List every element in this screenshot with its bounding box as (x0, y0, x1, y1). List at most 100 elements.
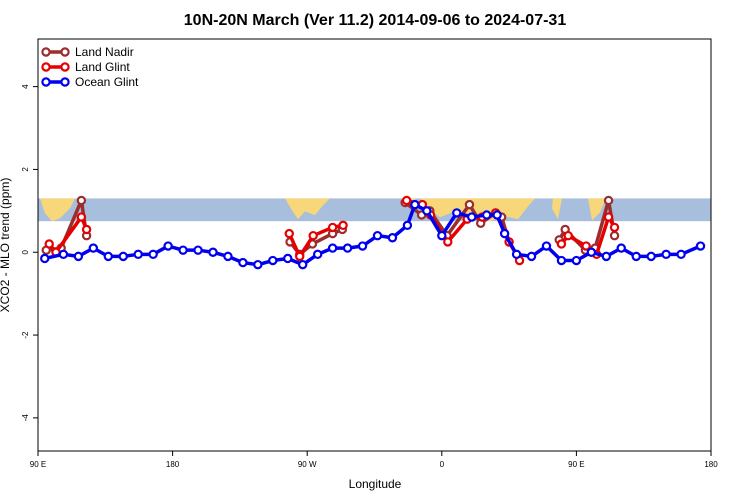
data-point (163, 241, 173, 251)
data-point (402, 220, 413, 231)
data-point (616, 243, 626, 253)
data-point (481, 210, 492, 220)
data-point (443, 237, 453, 247)
data-point (601, 251, 612, 262)
x-tick-label: 90 E (30, 460, 46, 469)
data-point (571, 255, 582, 266)
x-tick-label: 0 (440, 460, 445, 469)
data-point (452, 208, 462, 218)
x-axis: 90 E 180 90 W 0 90 E 180 (30, 451, 718, 469)
data-point (283, 253, 293, 264)
x-tick-label: 180 (704, 460, 718, 469)
y-tick-label: -2 (21, 331, 30, 339)
data-point (695, 241, 706, 251)
land-mass-5 (552, 198, 562, 220)
data-point (76, 195, 87, 206)
data-point (387, 233, 398, 243)
data-point (148, 249, 158, 260)
y-tick-label: -4 (21, 414, 30, 422)
y-tick-label: 2 (21, 167, 30, 172)
x-tick-label: 180 (166, 460, 180, 469)
land-mass-6 (588, 198, 606, 221)
series-ocean-glint (40, 199, 706, 270)
data-point (437, 230, 447, 241)
legend-label: Land Glint (75, 60, 130, 74)
data-point (223, 251, 233, 262)
data-point (499, 228, 510, 239)
legend-marker (60, 47, 70, 57)
data-point (44, 239, 54, 249)
data-point (327, 222, 338, 233)
legend-marker (41, 62, 51, 72)
series-layer (40, 195, 706, 270)
data-point (357, 241, 368, 251)
legend-marker (41, 47, 51, 57)
data-point (193, 245, 203, 255)
data-point (178, 245, 188, 255)
plot-frame (37, 38, 712, 452)
data-point (603, 212, 614, 222)
y-axis-label: XCO2 - MLO trend (ppm) (0, 178, 12, 313)
data-point (238, 257, 248, 268)
data-point (58, 249, 69, 260)
data-point (253, 259, 263, 270)
land-mass-2 (285, 198, 330, 220)
data-point (308, 230, 318, 241)
plot-area (37, 38, 712, 452)
data-point (372, 230, 383, 241)
data-point (327, 243, 338, 253)
data-point (133, 249, 143, 260)
data-point (467, 212, 477, 222)
y-tick-label: 4 (21, 84, 30, 89)
legend-label: Land Nadir (75, 45, 134, 59)
y-axis: -4 -2 0 2 4 (21, 84, 38, 422)
data-point (661, 249, 671, 260)
legend-marker (60, 77, 70, 87)
data-point (401, 195, 412, 206)
data-point (563, 230, 573, 241)
data-point (76, 212, 87, 222)
data-point (342, 243, 353, 253)
x-tick-label: 90 E (568, 460, 584, 469)
ocean-band (38, 198, 711, 222)
data-point (410, 199, 420, 210)
data-point (609, 230, 620, 241)
data-point (40, 253, 50, 264)
data-point (492, 210, 502, 220)
data-point (338, 220, 348, 231)
data-point (295, 251, 305, 262)
data-point (88, 243, 99, 253)
data-point (103, 251, 113, 262)
data-point (298, 259, 308, 270)
data-point (586, 247, 597, 257)
data-point (118, 251, 128, 262)
data-point (646, 251, 656, 262)
data-point (603, 195, 614, 206)
data-point (73, 251, 84, 262)
x-tick-label: 90 W (298, 460, 317, 469)
data-point (208, 247, 218, 257)
data-point (631, 251, 641, 262)
y-tick-label: 0 (21, 249, 30, 254)
land-mass-1 (40, 198, 75, 222)
data-point (312, 249, 323, 260)
data-point (609, 222, 620, 233)
series-line (44, 202, 702, 267)
data-point (284, 228, 294, 239)
legend-label: Ocean Glint (75, 75, 139, 89)
legend-marker (41, 77, 51, 87)
data-point (526, 251, 537, 262)
data-point (268, 255, 278, 266)
data-point (541, 241, 552, 251)
x-axis-label: Longitude (349, 477, 402, 491)
data-point (556, 239, 567, 249)
data-point (422, 206, 432, 216)
land-mass-4 (420, 198, 535, 222)
data-point (676, 249, 686, 260)
data-point (81, 224, 92, 235)
data-point (511, 249, 522, 260)
data-point (464, 199, 475, 210)
data-point (581, 241, 591, 251)
